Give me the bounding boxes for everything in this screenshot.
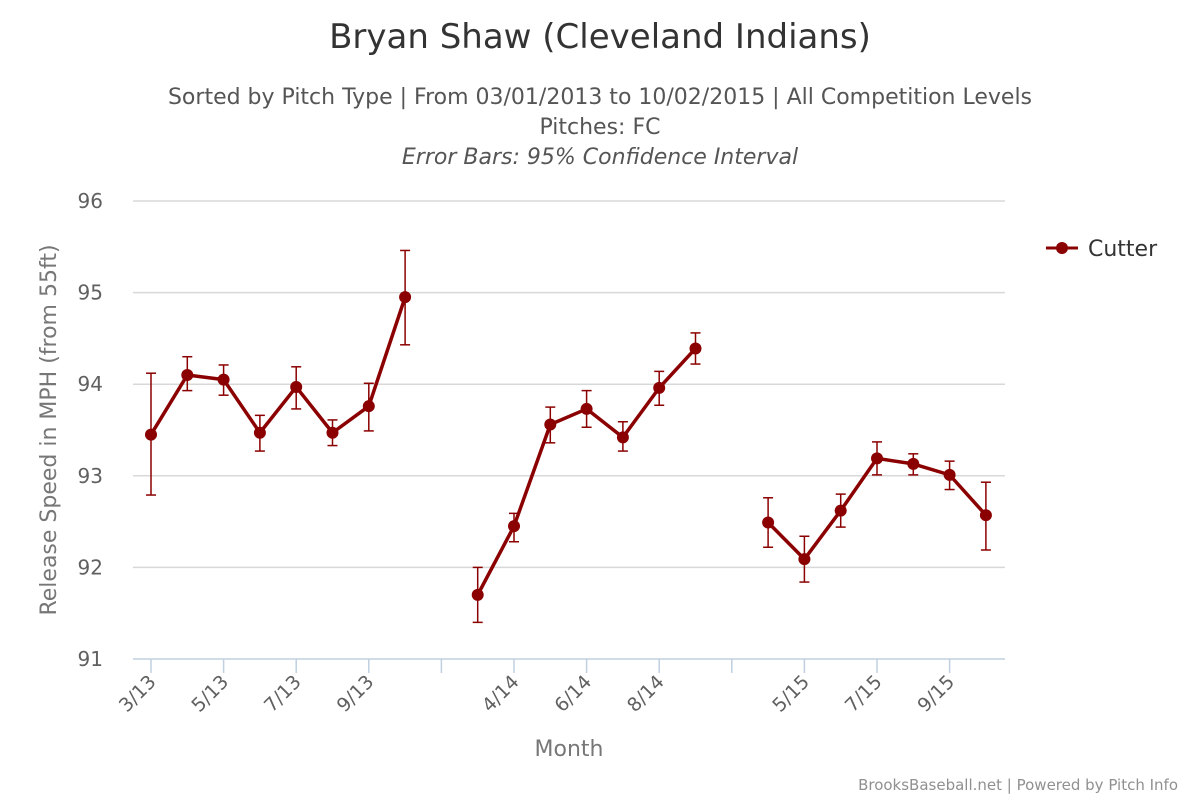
data-point xyxy=(399,291,412,304)
x-tick-label: 9/15 xyxy=(913,671,959,717)
data-point xyxy=(616,431,629,444)
x-tick-label: 7/15 xyxy=(841,671,887,717)
data-point xyxy=(253,426,266,439)
x-tick-label: 5/13 xyxy=(187,671,233,717)
data-point xyxy=(580,402,593,415)
x-tick-label: 7/13 xyxy=(260,671,306,717)
data-point xyxy=(943,468,956,481)
data-point xyxy=(145,428,157,441)
grid xyxy=(133,200,1005,569)
chart-subtitle-line3: Error Bars: 95% Confidence Interval xyxy=(402,145,798,170)
y-tick-label-91: 91 xyxy=(78,647,103,671)
data-point xyxy=(798,553,811,566)
x-tick-label: 8/14 xyxy=(623,671,669,717)
x-tick-label: 5/15 xyxy=(768,671,814,717)
y-tick-label-94: 94 xyxy=(78,372,103,396)
data-point xyxy=(362,400,375,413)
data-point xyxy=(834,504,847,517)
y-axis-ticks: 91 92 93 94 95 96 xyxy=(78,189,103,671)
data-point xyxy=(653,381,666,394)
x-tick-label: 6/14 xyxy=(550,671,596,717)
legend-marker xyxy=(1056,242,1068,254)
x-tick-label: 4/14 xyxy=(478,671,524,717)
data-point xyxy=(544,418,557,431)
y-tick-label-92: 92 xyxy=(78,555,103,579)
data-point xyxy=(979,509,992,522)
y-tick-label-96: 96 xyxy=(78,189,103,213)
data-point xyxy=(181,369,194,382)
y-axis-title: Release Speed in MPH (from 55ft) xyxy=(37,244,62,615)
data-point xyxy=(762,516,775,529)
legend[interactable]: Cutter xyxy=(1046,237,1158,262)
data-point xyxy=(290,380,303,393)
data-point xyxy=(689,342,702,355)
data-point xyxy=(471,588,484,601)
chart-subtitle-line2: Pitches: FC xyxy=(540,115,661,140)
x-axis-title: Month xyxy=(535,737,604,762)
chart-title: Bryan Shaw (Cleveland Indians) xyxy=(329,17,871,57)
data-point xyxy=(871,452,883,465)
data-point xyxy=(508,520,520,533)
x-tick-label: 9/13 xyxy=(333,671,379,717)
credit-text[interactable]: BrooksBaseball.net | Powered by Pitch In… xyxy=(858,776,1178,794)
y-tick-label-95: 95 xyxy=(78,281,103,305)
legend-label-cutter: Cutter xyxy=(1088,237,1158,262)
y-tick-label-93: 93 xyxy=(78,464,103,488)
x-tick-label: 3/13 xyxy=(115,671,161,717)
series-line-cutter-segment-1 xyxy=(149,296,407,436)
chart-subtitle-line1: Sorted by Pitch Type | From 03/01/2013 t… xyxy=(168,85,1032,110)
x-axis: 3/13 5/13 7/13 9/13 4/14 6/14 8/14 5/15 7/15 9/15 xyxy=(115,658,1005,717)
data-point xyxy=(217,373,230,386)
plot-area xyxy=(145,249,992,624)
data-point xyxy=(907,457,920,470)
data-point xyxy=(326,426,339,439)
